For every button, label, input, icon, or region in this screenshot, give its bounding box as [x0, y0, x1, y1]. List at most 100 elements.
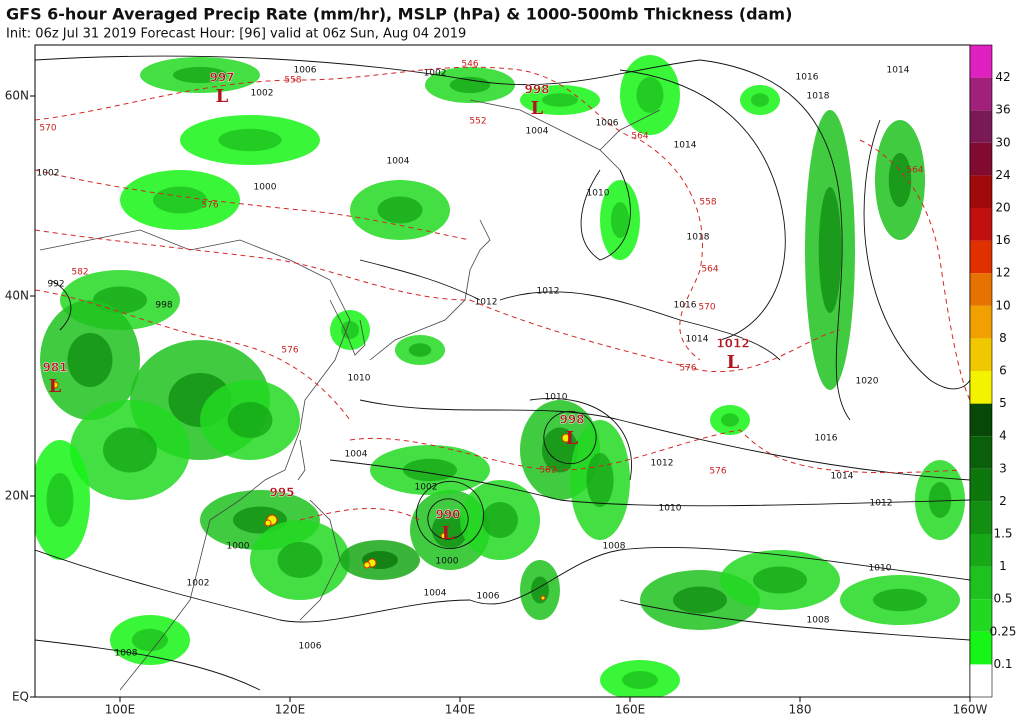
- label-layer: 1006 1002 1002 1004 1006 1016 1014 1018 1014 1010…: [37, 60, 924, 659]
- colorbar-swatch: [970, 631, 992, 665]
- thickness-label: 576: [709, 467, 726, 477]
- isobar-label: 1018: [687, 233, 710, 243]
- precip-core: [586, 453, 614, 507]
- isobar-label: 1008: [603, 542, 626, 552]
- precip-core: [873, 588, 927, 612]
- thickness-label: 552: [469, 117, 486, 127]
- lon-label: 160E: [615, 703, 646, 717]
- heavy-precip: [561, 433, 571, 443]
- low-center-marker: L: [531, 98, 544, 119]
- thickness-label: 576: [679, 364, 696, 374]
- isobar-label: 1006: [596, 119, 619, 129]
- isobar-label: 1018: [807, 92, 830, 102]
- colorbar-swatch: [970, 338, 992, 371]
- isobar-label: 1002: [424, 69, 447, 79]
- precip-core: [103, 427, 157, 473]
- colorbar-swatch: [970, 273, 992, 306]
- precip-core: [818, 187, 842, 313]
- thickness-label: 558: [699, 198, 716, 208]
- colorbar-swatch: [970, 142, 992, 176]
- low-center-marker: L: [566, 428, 579, 449]
- isobar-label: 1010: [545, 393, 568, 403]
- colorbar-label: 4: [999, 429, 1007, 443]
- colorbar-swatch: [970, 501, 992, 534]
- isobar-label: 1000: [436, 557, 459, 567]
- lat-label: EQ: [12, 690, 29, 704]
- colorbar-label: 1: [999, 559, 1007, 573]
- precip-core: [227, 402, 273, 438]
- isobar-label: 1012: [651, 459, 674, 469]
- lon-label: 180: [789, 703, 812, 717]
- thickness-label: 564: [906, 166, 923, 176]
- isobar-label: 1010: [587, 189, 610, 199]
- subtitle: Init: 06z Jul 31 2019 Forecast Hour: [96…: [6, 27, 466, 42]
- isobar-label: 1014: [674, 141, 697, 151]
- low-center-marker: L: [216, 86, 229, 107]
- colorbar-swatch: [970, 534, 992, 567]
- colorbar-frame: [969, 44, 993, 698]
- low-pressure-value: 1012: [716, 337, 749, 351]
- colorbar-label: 3: [999, 461, 1007, 475]
- precip-core: [611, 202, 629, 238]
- colorbar-label: 8: [999, 331, 1007, 345]
- lon-label: 120E: [275, 703, 306, 717]
- precip-core: [153, 186, 207, 214]
- colorbar-label: 1.5: [993, 527, 1012, 541]
- precip-core: [622, 671, 658, 689]
- thickness-label: 546: [461, 60, 478, 70]
- colorbar-label: 42: [995, 70, 1010, 84]
- colorbar-label: 0.1: [993, 657, 1012, 671]
- isobar-label: 992: [47, 280, 64, 290]
- isobar-label: 1016: [815, 434, 838, 444]
- precip-core: [341, 321, 359, 339]
- colorbar-swatch: [970, 403, 992, 437]
- isobar-label: 1008: [807, 616, 830, 626]
- precip-core: [721, 413, 739, 427]
- isobar-label: 1004: [387, 157, 410, 167]
- colorbar-label: 30: [995, 135, 1010, 149]
- heavy-precip: [264, 519, 272, 527]
- precip-core: [46, 473, 74, 527]
- colorbar-swatch: [970, 45, 992, 78]
- colorbar-label: 5: [999, 396, 1007, 410]
- precip-core: [753, 566, 807, 594]
- isobar-label: 1010: [348, 374, 371, 384]
- precip-core: [218, 128, 282, 152]
- thickness-label: 564: [631, 132, 648, 142]
- isobar-label: 1008: [115, 649, 138, 659]
- heavy-precip: [363, 561, 371, 569]
- map-layer: 1006 1002 1002 1004 1006 1016 1014 1018 1014 1010…: [35, 55, 970, 697]
- thickness-label: 570: [698, 303, 715, 313]
- isobar-label: 1006: [294, 66, 317, 76]
- isobar-label: 998: [155, 301, 172, 311]
- isobar-label: 1004: [526, 127, 549, 137]
- colorbar-swatch: [970, 599, 992, 632]
- thickness-label: 564: [701, 265, 718, 275]
- low-pressure-value: 995: [269, 486, 294, 500]
- colorbar-label: 6: [999, 364, 1007, 378]
- colorbar-swatch: [970, 664, 992, 697]
- precip-core: [542, 93, 578, 107]
- colorbar-label: 10: [995, 298, 1010, 312]
- lat-label: 60N: [5, 89, 29, 103]
- precip-core: [482, 502, 518, 538]
- low-pressure-value: 981: [42, 361, 67, 375]
- colorbar-label: 0.25: [990, 624, 1017, 638]
- isobar-label: 1014: [831, 472, 854, 482]
- isobar-label: 1016: [674, 301, 697, 311]
- isobar-label: 1002: [251, 89, 274, 99]
- low-pressure-value: 998: [524, 83, 549, 97]
- thickness-label: 558: [284, 76, 301, 86]
- colorbar-swatch: [970, 175, 992, 208]
- colorbar-swatch: [970, 566, 992, 600]
- colorbar-swatch: [970, 468, 992, 502]
- colorbar-swatch: [970, 240, 992, 274]
- isobar-label: 1020: [856, 377, 879, 387]
- precip-core: [377, 196, 423, 224]
- isobar-label: 1006: [477, 592, 500, 602]
- thickness-label: 570: [39, 124, 56, 134]
- colorbar-label: 16: [995, 233, 1010, 247]
- isobar-label: 1016: [796, 73, 819, 83]
- isobar-label: 1010: [869, 564, 892, 574]
